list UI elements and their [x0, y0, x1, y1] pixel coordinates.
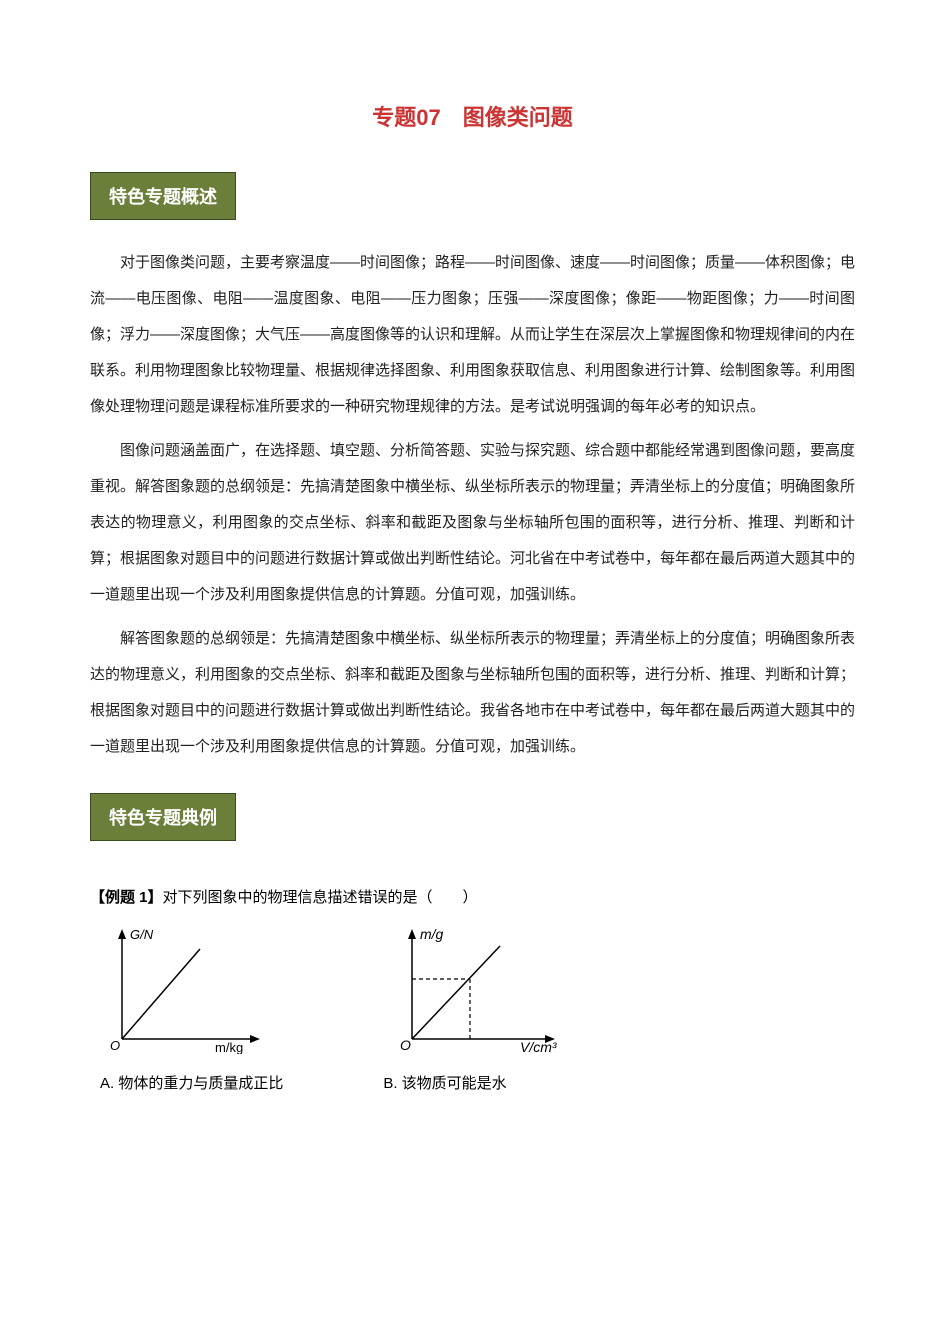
- section-overview-badge: 特色专题概述: [90, 172, 236, 220]
- paragraph-1: 对于图像类问题，主要考察温度——时间图像；路程——时间图像、速度——时间图像；质…: [90, 245, 855, 425]
- chart-b-xlabel: V/cm³: [520, 1039, 557, 1054]
- overview-badge-text: 特色专题概述: [109, 187, 217, 207]
- option-b: B. 该物质可能是水: [383, 1069, 506, 1099]
- chart-b-ylabel: m/g: [420, 926, 444, 942]
- chart-b: m/g V/cm³ O: [390, 924, 570, 1054]
- examples-badge-text: 特色专题典例: [109, 808, 217, 828]
- title-text: 专题07 图像类问题: [372, 105, 572, 130]
- options-row: A. 物体的重力与质量成正比 B. 该物质可能是水: [90, 1069, 855, 1099]
- chart-a-svg: G/N m/kg O: [100, 924, 270, 1054]
- example-1-label: 【例题 1】对下列图象中的物理信息描述错误的是（ ）: [90, 881, 855, 914]
- chart-a-ylabel: G/N: [130, 927, 154, 942]
- page-title: 专题07 图像类问题: [90, 100, 855, 132]
- option-a: A. 物体的重力与质量成正比: [100, 1069, 283, 1099]
- section-examples-badge: 特色专题典例: [90, 793, 236, 841]
- chart-a-xlabel: m/kg: [215, 1040, 243, 1054]
- charts-container: G/N m/kg O m/g V/cm³ O: [90, 924, 855, 1054]
- chart-a: G/N m/kg O: [100, 924, 270, 1054]
- paragraph-3: 解答图象题的总纲领是：先搞清楚图象中横坐标、纵坐标所表示的物理量；弄清坐标上的分…: [90, 621, 855, 765]
- chart-b-svg: m/g V/cm³ O: [390, 924, 570, 1054]
- chart-a-origin: O: [110, 1038, 120, 1053]
- chart-b-origin: O: [400, 1037, 411, 1053]
- example-number: 【例题 1】: [90, 889, 163, 906]
- paragraph-2: 图像问题涵盖面广，在选择题、填空题、分析简答题、实验与探究题、综合题中都能经常遇…: [90, 433, 855, 613]
- example-text: 对下列图象中的物理信息描述错误的是（ ）: [163, 889, 478, 906]
